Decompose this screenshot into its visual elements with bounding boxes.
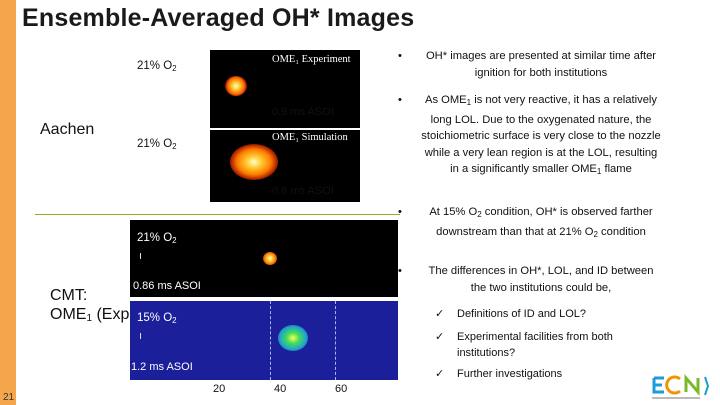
- simulation-tag: OME₁ Simulation: [272, 132, 348, 143]
- slide-title: Ensemble-Averaged OH* Images: [22, 4, 415, 32]
- axis-tick-label: 20: [213, 383, 226, 395]
- asoi-label: 0.9 ms ASOI: [272, 106, 334, 118]
- flame-spot: [278, 325, 308, 351]
- checkmark-icon: ✓: [435, 331, 445, 343]
- condition-label: 21% O2: [137, 138, 177, 151]
- cmt-label: CMT: OME1 (Exp.): [50, 286, 139, 328]
- condition-label: 21% O2: [137, 232, 177, 245]
- asoi-label: 1.2 ms ASOI: [131, 361, 193, 373]
- checkmark-icon: ✓: [435, 308, 445, 320]
- bullet-dot-icon: •: [398, 265, 402, 277]
- flame-spot: [225, 76, 247, 96]
- page-number: 21: [3, 392, 15, 403]
- ecn-logo: [652, 373, 710, 399]
- cmt-15-image: [130, 301, 398, 380]
- axis-guide-line: [335, 301, 336, 380]
- aachen-label: Aachen: [40, 121, 95, 138]
- injector-mark: [140, 253, 141, 259]
- axis-guide-line: [270, 301, 271, 380]
- bullet-dot-icon: •: [398, 50, 402, 62]
- cmt-label-line2: OME1 (Exp.): [50, 306, 140, 324]
- experiment-tag: OME₁ Experiment: [272, 54, 351, 65]
- asoi-label: 0.86 ms ASOI: [133, 280, 201, 292]
- condition-label: 15% O2: [137, 312, 177, 325]
- injector-mark: [140, 333, 141, 339]
- section-divider: [35, 214, 400, 215]
- checkmark-icon: ✓: [435, 368, 445, 380]
- flame-spot: [263, 252, 277, 265]
- bullet-dot-icon: •: [398, 94, 402, 106]
- cmt-label-line1: CMT:: [50, 287, 88, 304]
- cmt-21-image: [130, 220, 398, 297]
- flame-spot: [230, 144, 278, 180]
- accent-bar: [0, 0, 16, 405]
- asoi-label: 0.8 ms ASOI: [272, 185, 334, 197]
- axis-tick-label: 60: [335, 383, 348, 395]
- condition-label: 21% O2: [137, 60, 177, 73]
- bullet-dot-icon: •: [398, 206, 402, 218]
- axis-tick-label: 40: [274, 383, 287, 395]
